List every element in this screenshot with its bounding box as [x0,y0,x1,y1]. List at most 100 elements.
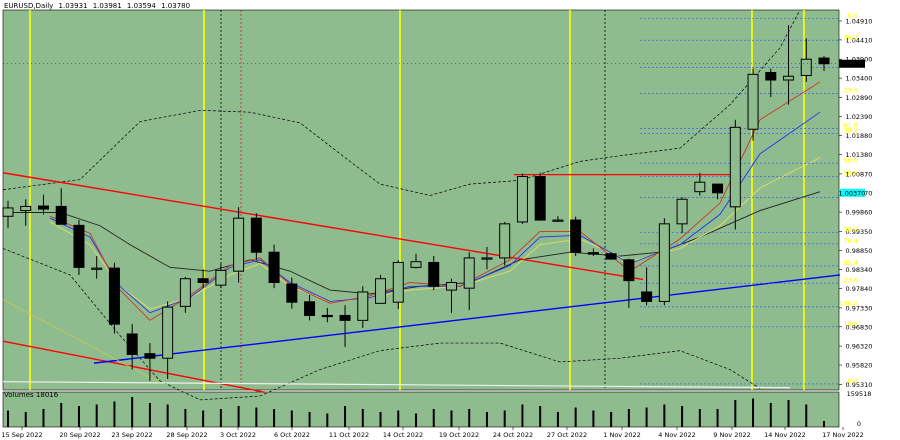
volume-plot-border [2,391,840,428]
bearish-candle [304,301,316,316]
fib-level-label: 76.4 [844,237,858,245]
ema-red-line [49,81,821,321]
y-tick-label: 1.02890 [846,94,873,102]
price-plot-area [3,10,839,390]
y-tick-label: 1.03900 [846,56,873,64]
fib-level-label: 0.0 [848,377,858,385]
open-value: 1.03931 [58,2,88,10]
x-tick-label: 14 Oct 2022 [383,431,423,439]
highlight-price-band [839,188,865,197]
volume-value: 18016 [35,391,59,399]
bullish-candle [747,73,759,130]
bullish-candle [694,181,706,193]
y-tick-label: 1.04910 [846,17,873,25]
fib-level-label: 100.0 [839,300,858,308]
fib-level-label: 85.4 [844,259,858,267]
support-line-yellow [2,299,161,384]
bullish-candle [516,176,528,223]
bearish-candle [428,261,440,287]
current-price-tag-label: 1.03780 [839,60,866,68]
y-tick-label: 0.99350 [846,228,873,236]
x-tick-label: 9 Nov 2022 [713,431,751,439]
descending-trendline [2,172,644,281]
low-value: 1.03594 [126,2,156,10]
bullish-candle [392,261,404,303]
fib-level-label: 50.0 [844,170,858,178]
bullish-candle [91,267,103,270]
ascending-trendline [93,274,841,364]
bearish-candle [250,217,262,253]
bullish-candle [445,282,457,291]
bearish-candle [587,252,599,255]
y-tick-label: 1.04410 [846,36,873,44]
bullish-candle [481,257,493,260]
y-tick-label: 1.00870 [846,170,873,178]
bearish-candle [268,251,280,284]
ema-yellow-line [49,157,821,310]
bullish-candle [463,257,475,289]
x-tick-label: 15 Sep 2022 [1,431,42,439]
current-price-tag [839,59,865,68]
x-tick-label: 20 Sep 2022 [59,431,100,439]
fib-level-label: 23.6 [844,276,858,284]
y-tick-label: 0.98850 [846,247,873,255]
bearish-candle [765,71,777,81]
bearish-candle [712,183,724,194]
y-tick-label: 1.01380 [846,151,873,159]
baseline-line [2,381,791,389]
bullish-candle [357,291,369,321]
y-tick-label: 1.01880 [846,132,873,140]
bullish-candle [2,207,14,217]
volume-plot-area [3,392,839,427]
bearish-candle [339,314,351,321]
bullish-candle [552,219,564,222]
x-tick-label: 6 Oct 2022 [274,431,310,439]
y-tick-label: 0.99860 [846,209,873,217]
bearish-candle [126,333,138,355]
volume-axis-max: 159518 [847,390,872,398]
bullish-candle [783,75,795,81]
bullish-candle [162,306,174,359]
y-tick-label: 0.95310 [846,381,873,389]
highlight-price-label: 1.00370 [839,189,866,197]
close-value: 1.03780 [161,2,191,10]
x-tick-label: 19 Oct 2022 [439,431,479,439]
bullish-candle [20,205,32,212]
fib-level-label: 38.2 [844,33,858,41]
bearish-candle [37,205,49,210]
volume-title: Volumes [4,391,34,399]
y-tick-label: 0.98340 [846,266,873,274]
symbol-label: EURUSD,Daily [4,2,54,10]
volume-axis-min: 0 [857,420,861,428]
bearish-candle [818,57,830,65]
bearish-candle [623,259,635,282]
bearish-candle [605,253,617,260]
bearish-candle [197,278,209,284]
fib-level-label: 50.0 [844,156,858,164]
bullish-candle [499,223,511,259]
y-tick-label: 0.97840 [846,285,873,293]
bearish-candle [144,353,156,359]
y-tick-label: 0.96320 [846,343,873,351]
chart-header: EURUSD,Daily 1.03931 1.03981 1.03594 1.0… [4,2,193,10]
bullish-candle [676,198,688,225]
bearish-candle [55,205,67,225]
x-tick-label: 17 Nov 2022 [822,431,864,439]
bullish-candle [658,223,670,302]
high-value: 1.03981 [92,2,122,10]
bullish-candle [233,217,245,272]
bearish-candle [321,314,333,318]
x-tick-label: 4 Nov 2022 [658,431,696,439]
x-tick-label: 28 Sep 2022 [166,431,207,439]
y-tick-label: 0.97330 [846,304,873,312]
x-tick-label: 11 Oct 2022 [329,431,369,439]
bullish-candle [729,126,741,208]
bearish-candle [73,224,85,268]
bullish-candle [375,278,387,304]
fib-level-label: 61.8 [844,121,858,129]
x-tick-label: 27 Oct 2022 [547,431,587,439]
fib-level-label: 38.2 [844,126,858,134]
fib-level-label: 23.6 [844,87,858,95]
